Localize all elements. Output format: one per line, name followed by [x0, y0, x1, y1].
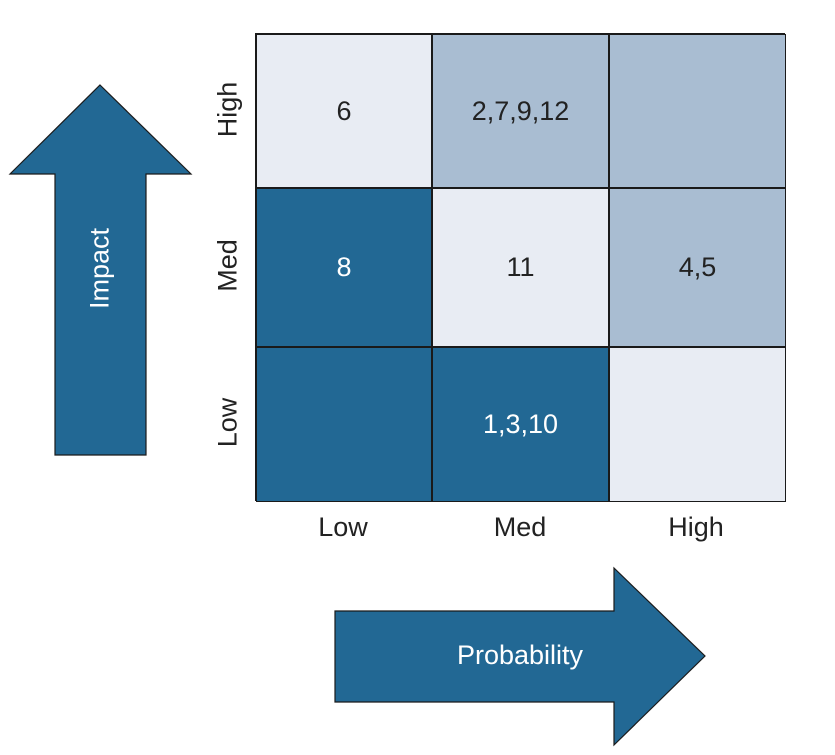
- cell-text: 6: [336, 95, 352, 126]
- impact-arrow-label: Impact: [84, 227, 115, 310]
- cell-text: 1,3,10: [482, 409, 559, 439]
- cell-text: 8: [336, 252, 352, 282]
- impact-arrow-shape: [8, 84, 193, 456]
- row-label-med: Med: [212, 239, 243, 292]
- cell-text: 2,7,9,12: [471, 95, 570, 126]
- cell-high-med: 2,7,9,12: [432, 34, 609, 188]
- cell-med-high: 4,5: [609, 188, 786, 347]
- cell-high-high: [609, 34, 786, 188]
- cell-high-low: 6: [256, 34, 432, 188]
- probability-arrow-shape: [334, 566, 706, 747]
- risk-matrix: 6 2,7,9,12 8 11 4,5 1,3,10: [255, 33, 786, 502]
- cell-med-med: 11: [432, 188, 609, 347]
- row-label-low: Low: [212, 397, 243, 448]
- row-label-high: High: [212, 81, 243, 138]
- cell-low-high: [609, 347, 786, 502]
- cell-low-low: [256, 347, 432, 502]
- cell-med-low: 8: [256, 188, 432, 347]
- col-label-low: Low: [318, 512, 368, 542]
- col-label-med: Med: [493, 512, 547, 542]
- cell-text: 4,5: [678, 252, 717, 282]
- col-label-high: High: [668, 512, 724, 542]
- probability-arrow-label: Probability: [456, 640, 584, 670]
- cell-text: 11: [506, 252, 535, 282]
- cell-low-med: 1,3,10: [432, 347, 609, 502]
